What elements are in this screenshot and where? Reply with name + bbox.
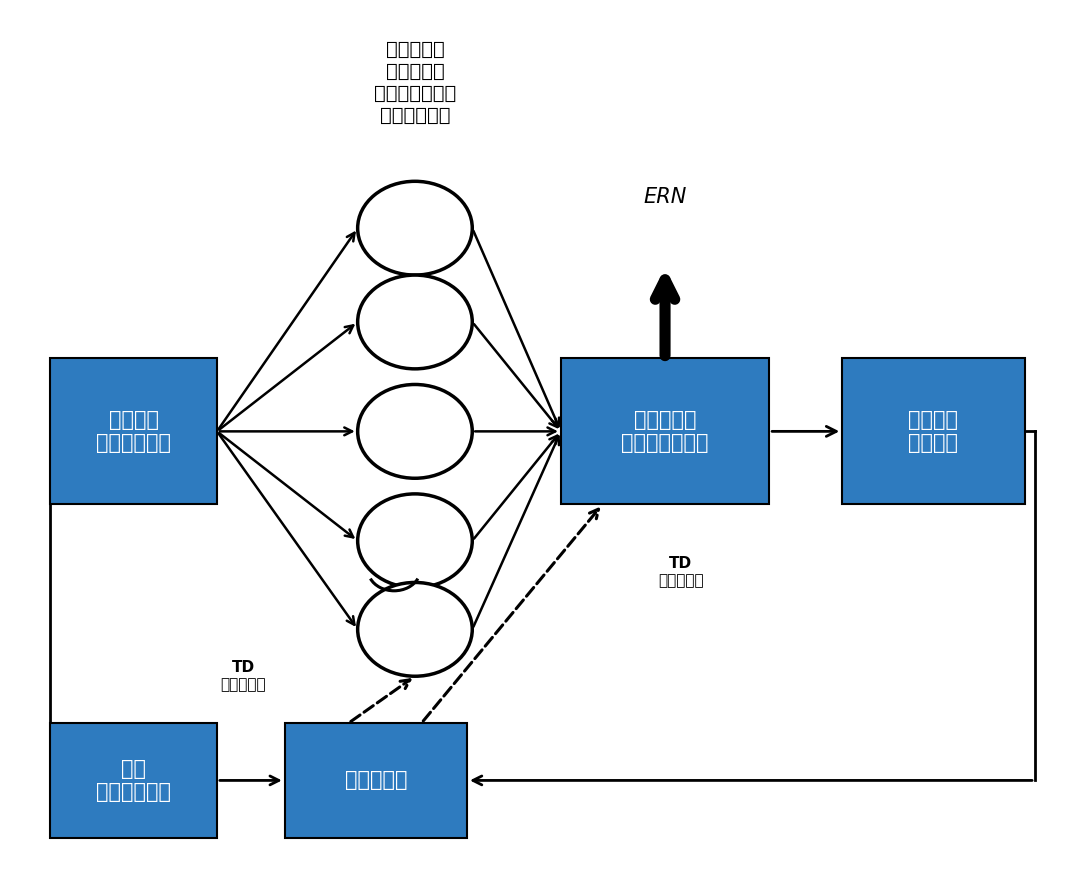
Ellipse shape (357, 493, 472, 587)
Ellipse shape (357, 583, 472, 676)
Text: 刺激输入
（感觉皮层）: 刺激输入 （感觉皮层） (96, 409, 171, 453)
Ellipse shape (357, 181, 472, 275)
Text: 自适应评价: 自适应评价 (345, 771, 407, 790)
FancyBboxPatch shape (51, 723, 217, 838)
Text: 运动控制器
（杏仁核，
背外侧前额叶；
前额叶眶回）: 运动控制器 （杏仁核， 背外侧前额叶； 前额叶眶回） (374, 40, 456, 125)
FancyBboxPatch shape (285, 723, 467, 838)
FancyBboxPatch shape (561, 358, 769, 504)
Text: ERN: ERN (644, 188, 687, 207)
Text: TD
（多巴胺）: TD （多巴胺） (220, 660, 266, 693)
FancyBboxPatch shape (842, 358, 1025, 504)
Text: 控制过滤器
（前扣带皮层）: 控制过滤器 （前扣带皮层） (621, 409, 708, 453)
Ellipse shape (357, 384, 472, 478)
Text: TD
（多巴胺）: TD （多巴胺） (658, 556, 703, 588)
Text: 反馈
（边缘系统）: 反馈 （边缘系统） (96, 759, 171, 802)
Ellipse shape (357, 275, 472, 369)
Text: 反应输出
（脊髓）: 反应输出 （脊髓） (908, 409, 958, 453)
FancyBboxPatch shape (51, 358, 217, 504)
